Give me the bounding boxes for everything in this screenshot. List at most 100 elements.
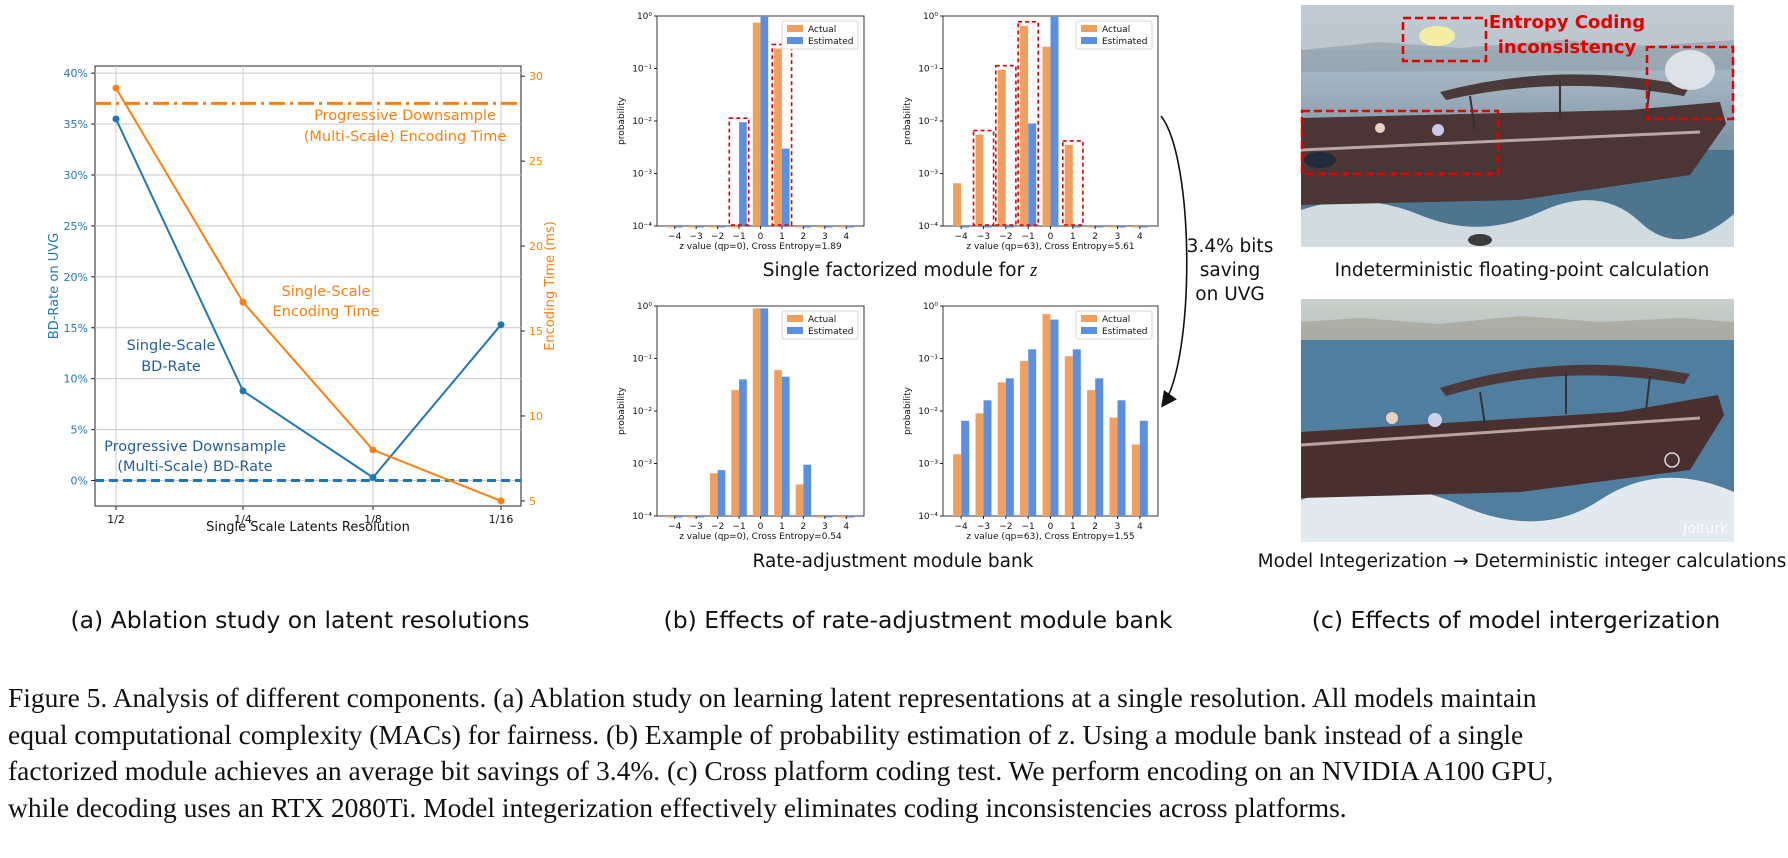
bar-estimated: [1139, 226, 1148, 228]
tick-label-x: −4: [955, 232, 969, 242]
bar-chart-3: 10⁻⁴ 10⁻³ 10⁻² 10⁻¹ 10⁰ probability −4 −3 −2 −1 0 1…: [617, 302, 865, 542]
data-point: [239, 298, 247, 306]
tick-label-left: 5%: [71, 424, 88, 437]
boat-image-floating-point: Entropy Coding inconsistency: [1300, 5, 1735, 247]
tick-label-x: 1: [1070, 522, 1076, 532]
bar-estimated: [983, 400, 992, 516]
tick-label-y: 10⁻⁴: [632, 222, 652, 232]
bar-actual: [838, 516, 847, 518]
tick-label-left: 30%: [64, 169, 88, 182]
tick-label-right: 10: [529, 410, 543, 423]
bar-actual: [1087, 226, 1096, 228]
annotation-progressive-time-1: Progressive Downsample: [314, 108, 496, 124]
bar-actual: [709, 473, 718, 516]
data-point: [112, 84, 120, 92]
inconsistency-box-3: [1300, 109, 1500, 176]
panel-c-images: Entropy Coding inconsistency Indetermini…: [1258, 5, 1787, 572]
tick-label-x: 2: [1092, 522, 1098, 532]
tick-label-x: 4: [843, 232, 849, 242]
tick-label-x: −3: [977, 522, 990, 532]
bar-estimated: [1005, 226, 1014, 228]
bar-estimated: [846, 226, 854, 228]
savings-text-2: saving: [1200, 260, 1261, 281]
legend-swatch: [787, 315, 803, 322]
bar-estimated: [824, 226, 833, 228]
plot-frame: [94, 65, 522, 507]
tick-label-y: 10⁻³: [632, 460, 652, 470]
bar-actual: [953, 183, 962, 226]
tick-label-y: 10⁻³: [632, 170, 652, 180]
caption-line-3: factorized module achieves an average bi…: [8, 755, 1554, 786]
panel-b-caption: (b) Effects of rate-adjustment module ba…: [664, 606, 1173, 634]
tick-label-x: 4: [1137, 232, 1143, 242]
tick-label-x: −3: [977, 232, 990, 242]
legend-label: Actual: [1102, 25, 1130, 35]
tick-label-x: −1: [1022, 232, 1035, 242]
bar-estimated: [717, 226, 726, 228]
bar-actual: [774, 370, 782, 516]
bar-estimated: [1028, 123, 1037, 226]
bar-estimated: [674, 516, 683, 518]
bar-actual: [795, 484, 804, 516]
tick-label-x: 0: [758, 232, 764, 242]
bar-estimated: [1005, 378, 1014, 516]
tick-label-x: 1/8: [364, 513, 382, 526]
tick-label-x: −1: [732, 522, 745, 532]
annotation-progressive-bd-2: (Multi-Scale) BD-Rate: [117, 459, 272, 475]
y-axis-label: probability: [903, 386, 913, 435]
bar-estimated: [739, 122, 747, 226]
bar-chart-1: 10⁻⁴ 10⁻³ 10⁻² 10⁻¹ 10⁰ probability −4 −3 −2 −1 0 1…: [617, 12, 865, 252]
legend-label: Actual: [808, 25, 836, 35]
tick-label-right: 20: [529, 240, 543, 253]
caption-line-4: while decoding uses an RTX 2080Ti. Model…: [8, 791, 1347, 823]
legend-swatch: [1081, 25, 1097, 32]
tick-label-right: 30: [529, 70, 543, 83]
bar-actual: [817, 226, 825, 228]
legend-label: Actual: [1102, 315, 1130, 325]
legend-swatch: [1081, 315, 1097, 322]
y-axis-label-right: Encoding Time (ms): [543, 221, 558, 351]
tick-label-y: 10⁻⁴: [918, 222, 938, 232]
tick-label-y: 10⁻¹: [632, 355, 652, 365]
figure-caption: Figure 5. Analysis of different componen…: [8, 680, 1780, 826]
bar-estimated: [1050, 319, 1059, 516]
bar-estimated: [696, 226, 704, 228]
bar-actual: [752, 22, 761, 226]
x-axis-label: z value (qp=63), Cross Entropy=5.61: [966, 242, 1134, 252]
caption-line-1: Figure 5. Analysis of different componen…: [8, 682, 1537, 713]
boat-image-integer: Jolturk: [1300, 299, 1734, 542]
panel-c-bottom-label: Model Integerization → Deterministic int…: [1258, 551, 1787, 572]
entropy-label-1: Entropy Coding: [1489, 12, 1645, 33]
tick-label-x: 1/4: [234, 513, 252, 526]
bar-estimated: [1028, 349, 1037, 516]
data-point: [239, 387, 247, 395]
data-point: [497, 321, 505, 329]
legend-swatch: [787, 25, 803, 32]
bar-actual: [1087, 390, 1096, 516]
bar-actual: [1042, 46, 1051, 227]
bar-estimated: [961, 226, 970, 228]
tick-label-y: 10⁻¹: [918, 355, 938, 365]
bar-actual: [1131, 444, 1140, 516]
panel-a-caption: (a) Ablation study on latent resolutions: [70, 606, 529, 634]
bar-estimated: [760, 16, 769, 227]
tick-label-x: −4: [668, 232, 682, 242]
tick-label-x: −4: [668, 522, 682, 532]
tick-label-x: 1/2: [107, 513, 125, 526]
tick-label-x: 0: [1048, 522, 1054, 532]
legend-swatch: [787, 37, 803, 44]
annotation-progressive-bd-1: Progressive Downsample: [104, 439, 286, 455]
tick-label-left: 40%: [64, 67, 88, 80]
bar-actual: [1020, 25, 1029, 226]
panel-b-charts: 10⁻⁴ 10⁻³ 10⁻² 10⁻¹ 10⁰ probability −4 −3 −2 −1 0 1…: [617, 12, 1159, 542]
legend-label: Estimated: [1102, 327, 1147, 337]
panel-c-caption: (c) Effects of model intergerization: [1312, 606, 1721, 634]
tick-label-x: 3: [822, 232, 828, 242]
bar-actual: [1131, 226, 1140, 228]
bar-estimated: [803, 226, 812, 228]
annotation-progressive-time-2: (Multi-Scale) Encoding Time: [304, 129, 507, 145]
annotation-single-time-2: Encoding Time: [273, 304, 380, 320]
tick-label-y: 10⁻³: [918, 170, 938, 180]
legend-swatch: [1081, 327, 1097, 334]
savings-text-1: 3.4% bits: [1187, 236, 1274, 257]
